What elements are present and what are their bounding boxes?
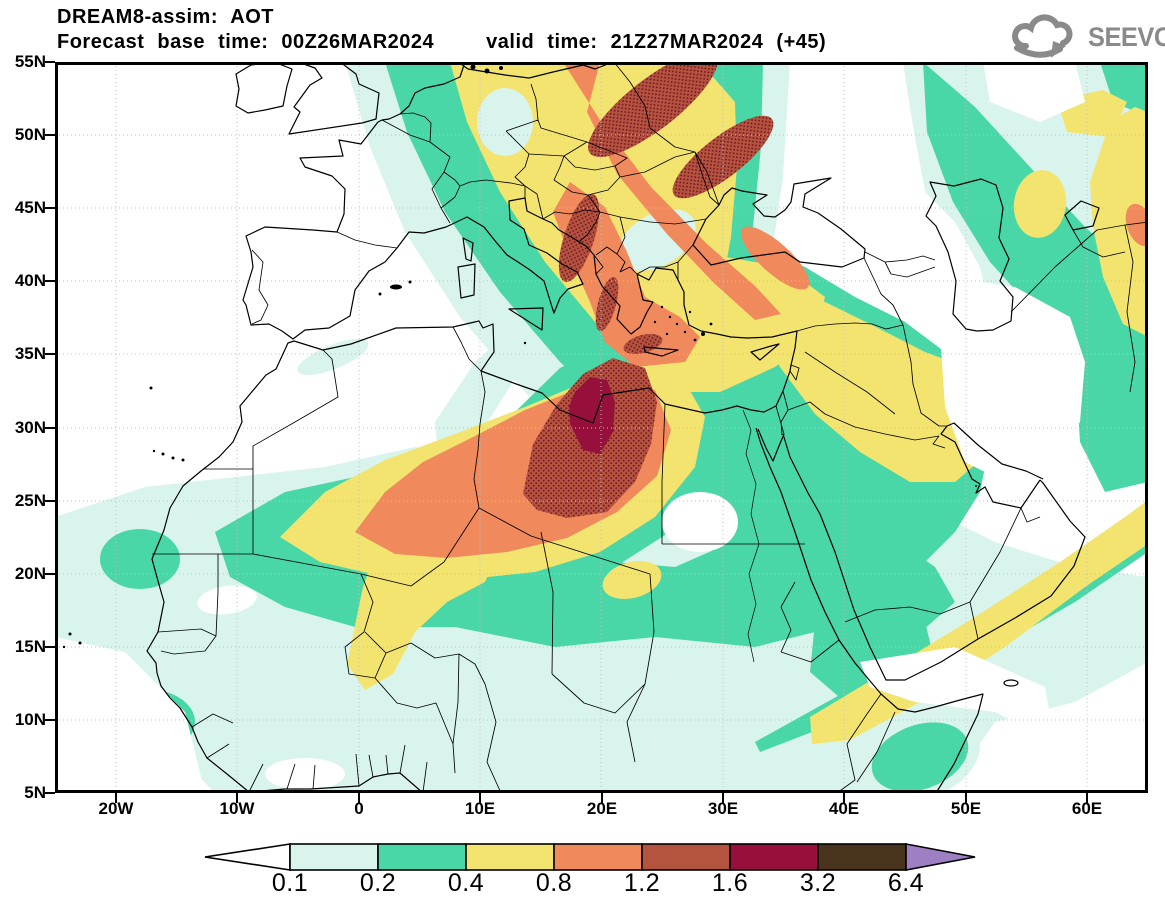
lat-label: 25N (14, 491, 46, 510)
nile-river (742, 409, 760, 663)
lat-label: 35N (14, 344, 46, 363)
aot-gaps (55, 62, 1148, 793)
scale-label: 6.4 (887, 869, 925, 897)
lat-label: 10N (14, 710, 46, 729)
colorbar (204, 843, 976, 871)
lat-label: 55N (14, 52, 46, 71)
lat-label: 30N (14, 418, 46, 437)
caspian-aral-coast (925, 178, 1100, 332)
scale-label: 1.6 (711, 869, 749, 897)
lon-label: 10W (219, 799, 255, 818)
cloud-arrow-icon (1012, 14, 1073, 58)
scale-label: 1.2 (623, 869, 661, 897)
redsea-gulf-coast (755, 422, 1086, 794)
subtitle: Forecast base time: 00Z26MAR2024 valid ti… (57, 31, 826, 54)
colorbar-cell (553, 843, 643, 871)
colorbar-cell (289, 843, 379, 871)
logo-text: SEEVCCC (1088, 21, 1165, 52)
map-frame (55, 62, 1148, 793)
lon-label: 10E (464, 799, 496, 818)
colorbar-below-arrow (204, 843, 291, 871)
europe-borders (251, 61, 720, 325)
coastlines-layer (146, 61, 1100, 794)
scale-label: 3.2 (799, 869, 837, 897)
scale-label: 0.8 (535, 869, 573, 897)
lat-label: 40N (14, 271, 46, 290)
lat-label: 5N (24, 783, 46, 802)
colorbar-cell (465, 843, 555, 871)
aot-field-layer (55, 62, 1148, 793)
lon-label: 40E (828, 799, 860, 818)
lon-label: 20E (586, 799, 618, 818)
mideast-borders (775, 221, 1149, 640)
scale-label: 0.2 (359, 869, 397, 897)
black-sea-coast (692, 177, 866, 268)
socotra-island (1003, 679, 1019, 687)
colorbar-cell (641, 843, 731, 871)
lon-label: 0 (354, 799, 364, 818)
page-title: DREAM8-assim: AOT (57, 6, 275, 28)
valid-time: valid time: 21Z27MAR2024 (+45) (486, 31, 827, 53)
lon-label: 20W (98, 799, 134, 818)
aot-map (55, 61, 1149, 794)
lon-label: 60E (1071, 799, 1103, 818)
coastline-path (146, 61, 798, 794)
small-islands-layer (62, 64, 977, 649)
aot-level-1p6 (569, 377, 615, 454)
forecast-base-time: Forecast base time: 00Z26MAR2024 (57, 31, 435, 53)
aot-level-1p2 (523, 62, 774, 518)
colorbar-cell (817, 843, 907, 871)
borders-layer (152, 61, 1149, 794)
islands-outline (457, 237, 780, 361)
colorbar-cell (729, 843, 819, 871)
scale-label: 0.4 (447, 869, 485, 897)
scale-label: 0.1 (271, 869, 309, 897)
lon-label: 30E (707, 799, 739, 818)
aot-map-svg (55, 61, 1149, 794)
lon-label: 50E (950, 799, 982, 818)
africa-borders (152, 326, 896, 794)
lat-label: 15N (14, 637, 46, 656)
colorbar-above-arrow (905, 843, 976, 871)
uk-ireland-coast (235, 61, 380, 135)
seevccc-logo: SEEVCCC (1004, 13, 1165, 61)
lat-label: 20N (14, 564, 46, 583)
lat-label: 45N (14, 198, 46, 217)
colorbar-cell (377, 843, 467, 871)
lat-label: 50N (14, 125, 46, 144)
